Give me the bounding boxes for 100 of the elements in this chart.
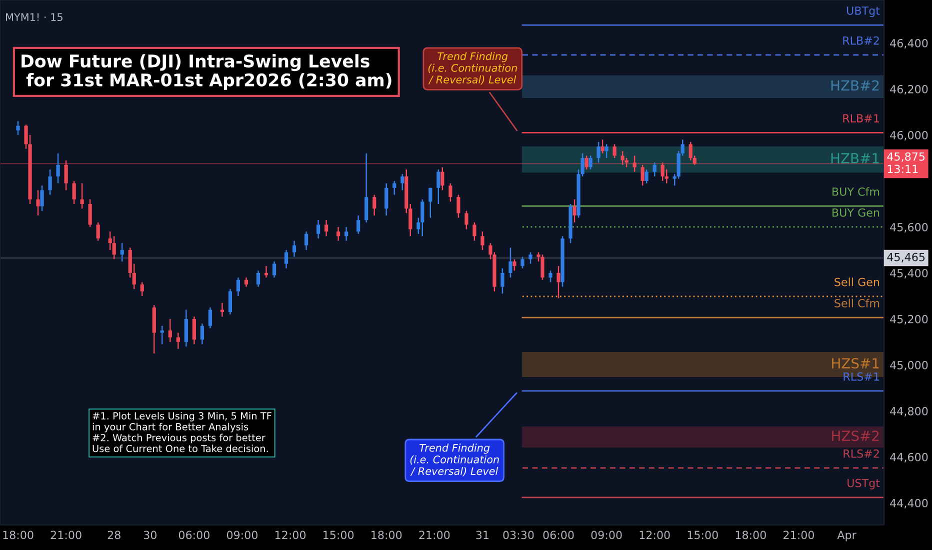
ref-line-label: BUY Gen bbox=[832, 208, 880, 217]
candlestick bbox=[632, 155, 636, 172]
candlestick bbox=[600, 138, 604, 154]
candlestick bbox=[140, 282, 144, 297]
x-tick-label: 31 bbox=[476, 530, 488, 540]
candlestick bbox=[640, 164, 644, 186]
candlestick bbox=[572, 198, 576, 223]
x-tick-label: 03:30 bbox=[503, 530, 534, 540]
annotation: Trend Finding (i.e. Continuation / Reversal) Level bbox=[428, 52, 517, 85]
x-tick-label: 09:00 bbox=[591, 530, 622, 540]
candlestick bbox=[48, 168, 52, 196]
text: Dow Future (DJI) Intra-Swing Levels for 31st MAR-01st Apr2026 (2:30 am) bbox=[22, 54, 392, 90]
candlestick bbox=[660, 162, 664, 182]
candlestick bbox=[400, 173, 404, 191]
candlestick bbox=[272, 260, 276, 278]
candlestick bbox=[336, 226, 340, 242]
candlestick bbox=[344, 226, 348, 242]
x-tick-label: 12:00 bbox=[275, 530, 306, 540]
candlestick bbox=[80, 182, 84, 210]
candlestick bbox=[292, 240, 296, 258]
candlestick bbox=[556, 265, 560, 299]
x-tick-label: 06:00 bbox=[543, 530, 574, 540]
candlestick bbox=[428, 187, 432, 218]
x-tick-label: 06:00 bbox=[178, 530, 210, 540]
ref-line-label: RLB#2 bbox=[843, 36, 879, 45]
annotation: #1. Plot Levels Using 3 Min, 5 Min TF in your Chart for Better Analysis #2. Watch Previous posts for better Use of Current One to Take decision. bbox=[92, 412, 272, 452]
y-tick-label: 46,000 bbox=[890, 130, 928, 140]
x-tick-label: 15:00 bbox=[324, 530, 354, 540]
x-tick-label: 28 bbox=[108, 530, 120, 540]
y-tick-label: 46,400 bbox=[890, 38, 928, 49]
candlestick bbox=[324, 219, 328, 237]
candlestick bbox=[284, 249, 288, 269]
y-tick-label: 46,200 bbox=[890, 84, 928, 95]
x-tick-label: 18:00 bbox=[736, 530, 766, 540]
candlestick bbox=[36, 190, 40, 216]
ref-line-label: RLB#1 bbox=[843, 114, 879, 122]
candlestick bbox=[604, 144, 608, 159]
y-tick-label: 44,800 bbox=[890, 406, 928, 416]
ref-line-label: RLS#1 bbox=[844, 372, 879, 381]
band-label: HZB#1 bbox=[831, 153, 879, 164]
candlestick bbox=[392, 180, 396, 196]
candlestick bbox=[512, 258, 516, 272]
ref-line-label: USTgt bbox=[848, 478, 880, 490]
candlestick bbox=[356, 214, 360, 234]
ref-line-label: UBTgt bbox=[847, 6, 880, 18]
candlestick bbox=[612, 144, 616, 159]
candlestick bbox=[596, 141, 600, 164]
y-tick-label: 45,400 bbox=[890, 268, 928, 278]
x-tick-label: 15:00 bbox=[688, 530, 718, 540]
candlestick bbox=[500, 268, 504, 294]
ref-line-label: 45,465 bbox=[887, 252, 925, 262]
candlestick bbox=[384, 182, 388, 216]
candlestick bbox=[472, 222, 476, 242]
candlestick bbox=[256, 270, 260, 288]
candlestick bbox=[160, 325, 164, 345]
x-tick-label: 18:00 bbox=[3, 530, 34, 540]
candlestick bbox=[192, 316, 196, 345]
ref-line-label: BUY Cfm bbox=[832, 187, 880, 196]
y-tick-label: 45,200 bbox=[890, 314, 928, 324]
candlestick bbox=[520, 256, 524, 269]
candlestick bbox=[184, 309, 188, 348]
candlestick bbox=[420, 198, 424, 237]
candlestick bbox=[72, 180, 76, 205]
band-label: HZS#1 bbox=[832, 358, 879, 369]
candlestick bbox=[304, 230, 308, 251]
x-tick-label: 30 bbox=[144, 530, 156, 540]
candlestick bbox=[228, 288, 232, 315]
candlestick bbox=[588, 155, 592, 170]
x-tick-label: Apr bbox=[837, 530, 856, 542]
y-tick-label: 45,600 bbox=[890, 222, 928, 232]
candlestick bbox=[264, 265, 268, 278]
candlestick bbox=[96, 222, 100, 242]
candlestick bbox=[316, 219, 320, 240]
candlestick bbox=[112, 236, 116, 260]
candlestick bbox=[244, 276, 248, 288]
ref-line-label: Sell Gen bbox=[834, 278, 880, 286]
candlestick bbox=[40, 184, 44, 212]
candlestick bbox=[372, 194, 376, 216]
ref-line-label: RLS#2 bbox=[844, 449, 879, 458]
candlestick bbox=[436, 168, 440, 205]
candlestick bbox=[120, 242, 124, 262]
candlestick bbox=[644, 168, 648, 184]
candlestick bbox=[448, 182, 452, 202]
candlestick bbox=[200, 322, 204, 345]
candlestick bbox=[16, 120, 20, 136]
candlestick bbox=[456, 194, 460, 218]
candlestick bbox=[652, 162, 656, 178]
ref-line-label: Sell Cfm bbox=[834, 298, 880, 308]
candlestick bbox=[364, 152, 368, 223]
band-label: HZB#2 bbox=[831, 80, 879, 91]
candlestick bbox=[584, 155, 588, 170]
band-label: HZS#2 bbox=[832, 430, 879, 442]
x-tick-label: 09:00 bbox=[226, 530, 258, 540]
candlestick bbox=[64, 160, 68, 191]
candlestick bbox=[236, 276, 240, 297]
candlestick bbox=[176, 332, 180, 350]
candlestick bbox=[208, 306, 212, 329]
candlestick bbox=[508, 247, 512, 278]
y-tick-label: 45,000 bbox=[890, 360, 928, 370]
x-tick-label: 12:00 bbox=[640, 530, 670, 540]
